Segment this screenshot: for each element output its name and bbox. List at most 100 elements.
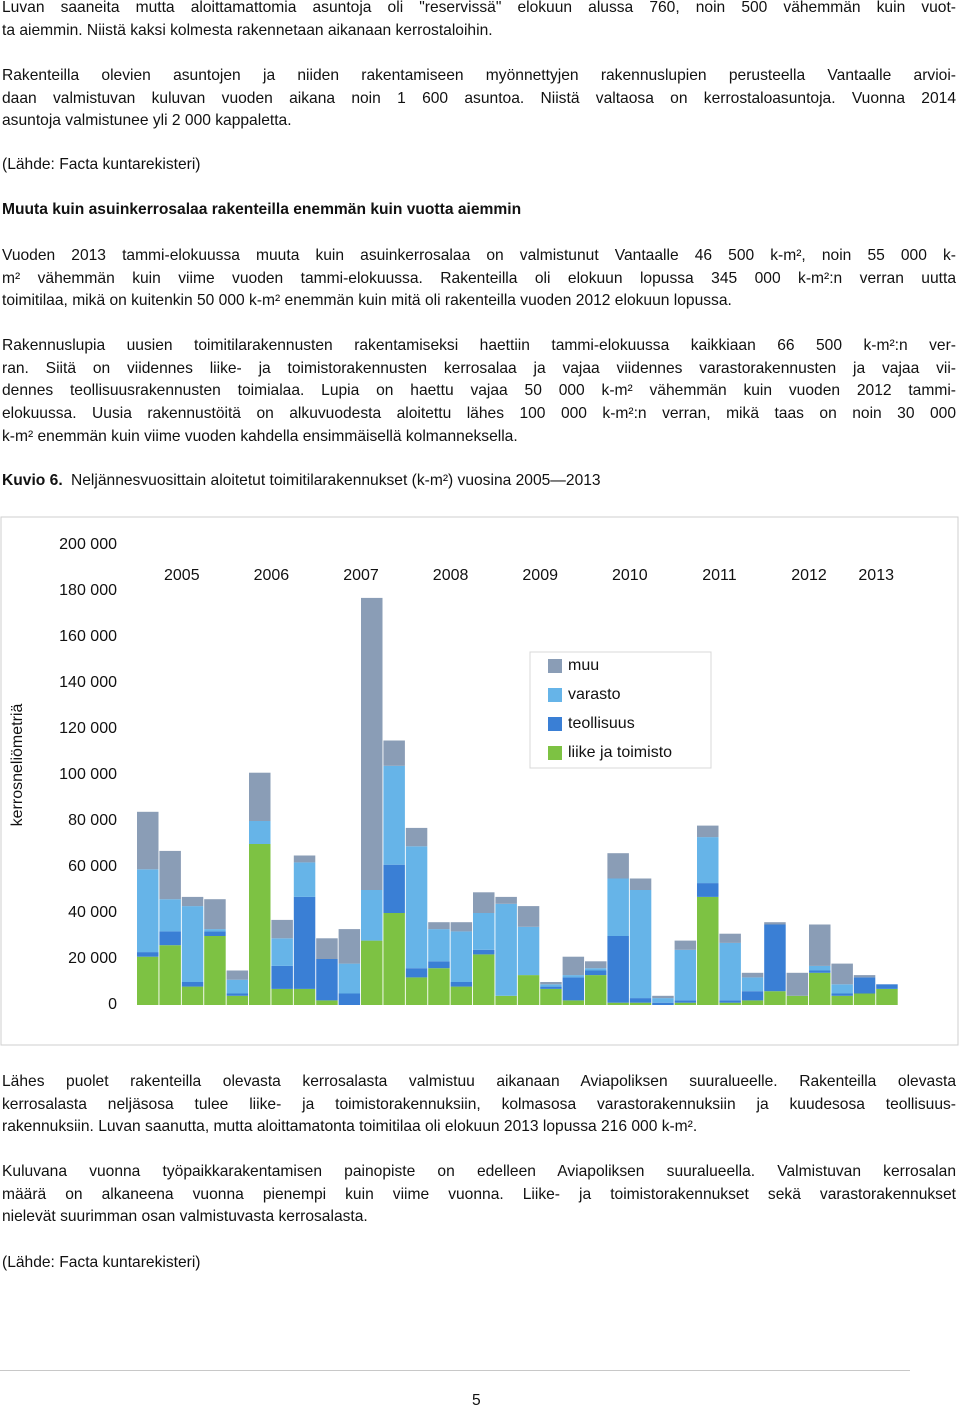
bar-segment [405, 846, 428, 969]
bar-segment [719, 942, 741, 1001]
legend-swatch [548, 746, 562, 760]
bar-segment [338, 929, 361, 964]
bar-segment [562, 1000, 585, 1005]
bar-segment [540, 988, 562, 1005]
y-tick-label: 200 000 [59, 536, 117, 553]
bar-segment [809, 965, 831, 971]
bar-segment [853, 977, 876, 994]
bar-segment [697, 883, 719, 897]
bar-segment [137, 811, 159, 870]
bar-segment [361, 890, 383, 941]
bar-segment [316, 938, 338, 959]
year-label: 2008 [433, 567, 469, 584]
text-line: m² vähemmän kuin viime vuoden tammi-elok… [2, 269, 956, 287]
bar-segment [249, 844, 271, 1005]
text-line: Kuluvana vuonna työpaikkarakentamisen pa… [2, 1163, 956, 1180]
bar-segment [204, 931, 226, 936]
bar-segment [652, 995, 674, 999]
y-tick-label: 100 000 [59, 766, 117, 783]
bar-segment [181, 982, 204, 987]
bar-segment [473, 949, 495, 955]
year-label: 2013 [858, 567, 894, 584]
bar-segment [540, 982, 562, 985]
bar-segment [607, 878, 629, 936]
legend-label: varasto [568, 686, 621, 703]
bar-segment [495, 903, 517, 996]
bar-segment [786, 972, 809, 996]
legend-swatch [548, 688, 562, 702]
bar-segment [876, 984, 898, 989]
text-line: dennes teollisuusrakennusten toimialaa. … [2, 382, 956, 400]
page-number: 5 [472, 1392, 481, 1409]
bar-segment [674, 1002, 697, 1005]
bar-segment [361, 597, 383, 890]
bar-segment [741, 977, 764, 992]
bar-segment [652, 998, 674, 1003]
bar-segment [159, 945, 181, 1005]
bar-segment [719, 933, 741, 943]
y-tick-label: 40 000 [68, 904, 117, 921]
bar-segment [674, 1000, 697, 1003]
bar-segment [338, 963, 361, 994]
bar-segment [450, 982, 473, 987]
bar-segment [764, 991, 786, 1005]
bar-segment [607, 1002, 629, 1005]
bar-segment [764, 922, 786, 925]
text-line: Rakennuslupia uusien toimitilarakennuste… [2, 337, 956, 354]
year-label: 2010 [612, 567, 648, 584]
caption-label: Kuvio 6. [2, 472, 63, 489]
y-axis-title: kerrosneliömetriä [9, 704, 26, 827]
bar-segment [204, 936, 226, 1005]
bar-segment [159, 931, 181, 946]
bar-segment [159, 899, 181, 932]
bar-segment [831, 984, 853, 994]
text-line: Lähes puolet rakenteilla olevasta kerros… [2, 1073, 956, 1090]
bar-segment [428, 929, 450, 962]
year-label: 2005 [164, 567, 200, 584]
year-label: 2007 [343, 567, 379, 584]
bar-segment [473, 892, 495, 913]
bar-segment [629, 890, 652, 999]
y-tick-label: 180 000 [59, 582, 117, 599]
text-line: määrä on alkaneena vuonna pienempi kuin … [2, 1185, 956, 1203]
bar-segment [607, 853, 629, 879]
bar-segment [607, 936, 629, 1003]
bar-segment [629, 878, 652, 890]
year-label: 2012 [791, 567, 827, 584]
bar-segment [293, 896, 316, 989]
bar-segment [562, 977, 585, 1001]
bar-segment [831, 963, 853, 985]
year-label: 2011 [702, 567, 737, 584]
bar-segment [629, 998, 652, 1003]
text-line: rakennuksiin. Luvan saanutta, mutta aloi… [2, 1118, 698, 1136]
legend-swatch [548, 659, 562, 673]
bar-segment [585, 968, 607, 971]
bar-segment [204, 929, 226, 932]
year-label: 2009 [522, 567, 558, 584]
text-line: elokuussa. Uusia rakennustöitä on alkuvu… [2, 405, 956, 423]
y-tick-label: 60 000 [68, 858, 117, 875]
bar-segment [450, 986, 473, 1005]
bar-segment [719, 1002, 741, 1005]
bar-segment [741, 972, 764, 978]
bar-segment [473, 954, 495, 1005]
text-line: ran. Siitä on viidennes liike- ja toimis… [2, 359, 956, 377]
source-note: (Lähde: Facta kuntarekisteri) [2, 1254, 201, 1271]
bar-segment [674, 949, 697, 1001]
bar-segment [562, 975, 585, 978]
text-line: Luvan saaneita mutta aloittamattomia asu… [2, 0, 956, 16]
bar-segment [719, 1000, 741, 1003]
bar-segment [405, 827, 428, 847]
bar-segment [585, 970, 607, 976]
year-label: 2006 [254, 567, 290, 584]
bar-segment [271, 988, 293, 1005]
bar-segment [562, 956, 585, 976]
bar-segment [809, 970, 831, 973]
bar-segment [137, 956, 159, 1005]
figure-caption: Kuvio 6. Neljännesvuosittain aloitetut t… [2, 470, 601, 492]
bar-segment [764, 924, 786, 992]
bar-segment [316, 1000, 338, 1005]
bar-segment [428, 961, 450, 969]
text-line: ta aiemmin. Niistä kaksi kolmesta rakenn… [2, 21, 493, 39]
bar-segment [271, 938, 293, 966]
